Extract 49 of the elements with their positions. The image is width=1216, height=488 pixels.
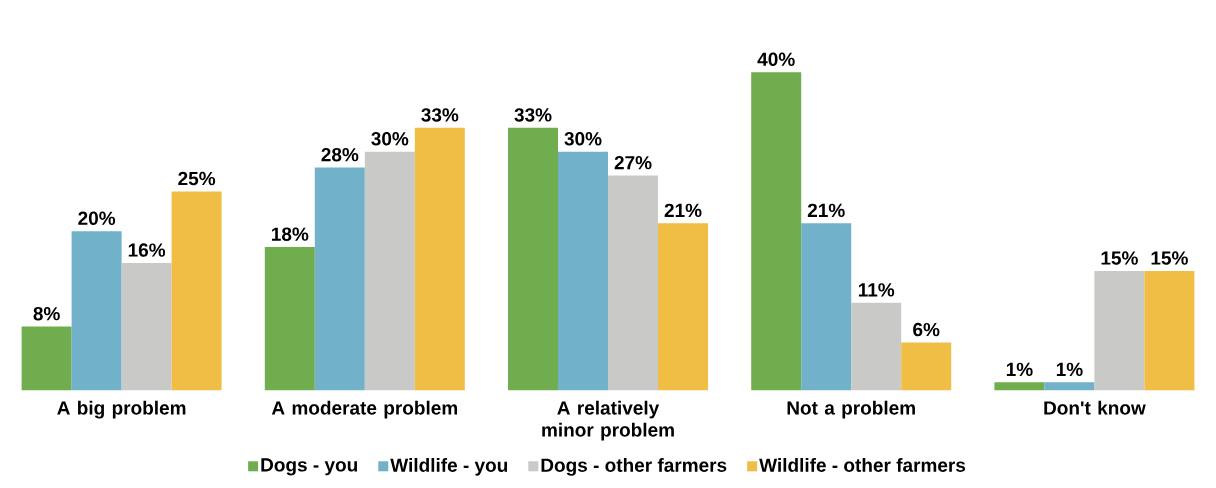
bar (658, 223, 709, 391)
bar (314, 167, 365, 391)
x-tick-label: Not a problem (787, 400, 915, 419)
data-label: 33% (514, 108, 552, 122)
data-label: 25% (178, 171, 216, 186)
bar (1144, 270, 1195, 391)
bar (1094, 270, 1145, 391)
bar (558, 151, 609, 391)
data-label: 18% (272, 227, 309, 241)
data-label: 11% (858, 283, 895, 297)
x-tick-label: A big problem (57, 400, 186, 419)
data-label: 27% (614, 155, 652, 170)
bar (851, 302, 902, 391)
bar (994, 382, 1045, 391)
data-label: 1% (1056, 362, 1083, 377)
bar (508, 127, 559, 391)
data-label: 21% (664, 203, 702, 218)
data-label: 21% (807, 203, 845, 218)
bar (1044, 382, 1095, 391)
bar (364, 151, 415, 391)
data-label: 8% (33, 306, 60, 321)
data-label: 30% (564, 132, 602, 146)
bar (71, 231, 122, 391)
legend-label: Wildlife - you (390, 457, 508, 476)
x-tick-label: A relatively minor problem (542, 400, 674, 441)
bar (608, 175, 659, 391)
bar (751, 72, 802, 391)
data-label: 33% (421, 108, 459, 122)
bar (901, 342, 952, 391)
bar (801, 223, 852, 391)
bar (264, 247, 315, 391)
data-label: 28% (321, 147, 359, 162)
data-label: 16% (128, 243, 166, 257)
bar (21, 326, 72, 391)
legend-label: Dogs - you (261, 458, 358, 476)
legend-label: Wildlife - other farmers (759, 457, 966, 472)
bar (171, 191, 222, 391)
x-tick-label: Don't know (1044, 400, 1146, 415)
legend-label: Dogs - other farmers (541, 457, 727, 476)
data-label: 40% (757, 52, 795, 67)
data-label: 20% (78, 211, 116, 226)
bar (414, 127, 465, 391)
bar (121, 263, 172, 391)
data-label: 1% (1006, 362, 1033, 377)
data-label: 6% (913, 322, 940, 337)
x-tick-label: A moderate problem (271, 400, 458, 419)
data-label: 15% (1151, 251, 1188, 265)
data-label: 15% (1101, 251, 1138, 265)
data-label: 30% (371, 132, 409, 146)
